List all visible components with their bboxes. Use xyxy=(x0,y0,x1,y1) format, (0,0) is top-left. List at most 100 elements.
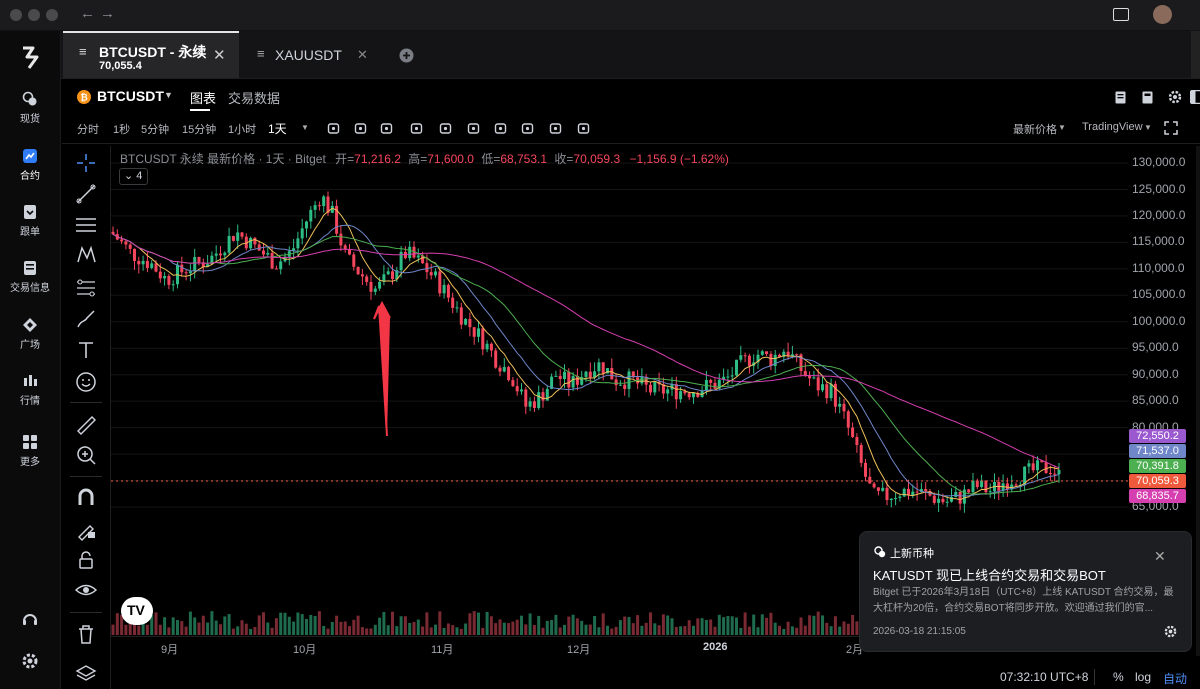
support-headset-icon[interactable] xyxy=(21,611,39,629)
gear-icon[interactable] xyxy=(1168,90,1182,104)
parallel-lines-icon[interactable] xyxy=(75,214,97,236)
sidebar-item-futures[interactable]: 合约 xyxy=(0,148,60,182)
indicator-toggle[interactable]: ⌄ 4 xyxy=(119,168,148,185)
volume-bar xyxy=(472,611,476,635)
fullscreen-icon[interactable] xyxy=(1164,121,1178,135)
chevron-down-icon[interactable]: ▼ xyxy=(164,90,173,100)
sidebar-item-trade-info[interactable]: 交易信息 xyxy=(0,260,60,294)
sidebar-item-spot[interactable]: 现货 xyxy=(0,91,60,125)
tabbar-scrollbar[interactable] xyxy=(1191,31,1200,78)
symbol-selector[interactable]: BTCUSDT xyxy=(97,88,164,104)
tab-trade-data[interactable]: 交易数据 xyxy=(228,91,281,106)
zoom-in-icon[interactable] xyxy=(75,444,97,466)
tradingview-logo-icon[interactable]: TV xyxy=(121,597,153,625)
lock-drawing-icon[interactable] xyxy=(75,519,97,541)
close-window-icon[interactable] xyxy=(10,9,22,21)
candle xyxy=(356,266,360,275)
indicator-icon[interactable] xyxy=(380,122,393,135)
sidebar-item-square[interactable]: 广场 xyxy=(0,317,60,351)
replay-icon[interactable] xyxy=(577,122,590,135)
add-icon[interactable] xyxy=(521,122,534,135)
timeframe-1d[interactable]: 1天 xyxy=(268,122,287,136)
candle xyxy=(468,318,472,328)
price-axis[interactable]: 130,000.0 125,000.0 120,000.0 115,000.0 110,… xyxy=(1128,146,1188,636)
close-notification-icon[interactable]: ✕ xyxy=(1154,548,1166,564)
timeframe-5m[interactable]: 5分钟 xyxy=(141,124,170,136)
sidebar-item-market[interactable]: 行情 xyxy=(0,373,60,407)
calendar-icon[interactable] xyxy=(494,122,507,135)
settings-icon[interactable] xyxy=(549,122,562,135)
candle xyxy=(1053,473,1057,475)
candle xyxy=(653,381,657,393)
timeframe-1h[interactable]: 1小时 xyxy=(228,124,257,136)
volume-bar xyxy=(575,618,579,635)
prediction-icon[interactable] xyxy=(75,277,97,299)
zoom-window-icon[interactable] xyxy=(46,9,58,21)
calculator-icon[interactable] xyxy=(1142,91,1153,104)
trash-icon[interactable] xyxy=(75,623,97,645)
candle xyxy=(133,248,136,261)
candle xyxy=(967,489,971,493)
volume-bar xyxy=(747,626,751,635)
emoji-icon[interactable] xyxy=(75,371,97,393)
layers-icon[interactable] xyxy=(75,663,97,685)
price-tag: 71,537.0 xyxy=(1129,444,1186,458)
timeframe-dropdown-icon[interactable]: ▼ xyxy=(301,123,309,132)
candle xyxy=(395,270,399,279)
bitget-logo-icon[interactable] xyxy=(17,45,43,71)
sidebar-item-copy-trade[interactable]: 跟单 xyxy=(0,204,60,238)
ruler-icon[interactable] xyxy=(75,414,97,436)
chevron-down-icon[interactable]: ▼ xyxy=(1144,123,1152,132)
sidebar-item-more[interactable]: 更多 xyxy=(0,434,60,468)
lock-icon[interactable] xyxy=(75,549,97,571)
bars-icon[interactable] xyxy=(327,122,340,135)
price-type-selector[interactable]: 最新价格 xyxy=(1013,124,1057,136)
magnet-icon[interactable] xyxy=(75,486,97,508)
camera-icon[interactable] xyxy=(410,122,423,135)
layout-icon[interactable] xyxy=(1190,90,1200,104)
wallet-icon[interactable] xyxy=(1113,8,1129,21)
alarm-icon[interactable] xyxy=(439,122,452,135)
back-arrow-icon[interactable]: ← xyxy=(80,5,95,22)
moving-average-line xyxy=(112,233,1060,495)
notification-card[interactable]: 上新币种 ✕ KATUSDT 现已上线合约交易和交易BOT Bitget 已于2… xyxy=(859,531,1192,652)
eye-icon[interactable] xyxy=(75,579,97,601)
price-chart[interactable] xyxy=(111,146,1128,636)
candle xyxy=(399,251,403,271)
timeframe-1s[interactable]: 1秒 xyxy=(113,124,131,136)
timeframe-15m[interactable]: 15分钟 xyxy=(182,124,217,136)
minimize-window-icon[interactable] xyxy=(28,9,40,21)
brush-icon[interactable] xyxy=(75,308,97,330)
text-tool-icon[interactable] xyxy=(75,339,97,361)
gear-icon[interactable] xyxy=(1164,625,1177,638)
candles-icon[interactable] xyxy=(354,122,367,135)
settings-gear-icon[interactable] xyxy=(21,652,39,670)
volume-bar xyxy=(644,622,648,635)
add-tab-icon[interactable] xyxy=(399,48,414,63)
candle xyxy=(326,196,330,213)
log-scale-toggle[interactable]: log xyxy=(1135,670,1152,684)
volume-bar xyxy=(425,612,429,635)
candle xyxy=(601,362,605,374)
tab-xautusdt[interactable]: ≡ XAUUSDT ✕ xyxy=(249,31,379,78)
percent-scale-toggle[interactable]: % xyxy=(1113,670,1124,684)
timeframe-tick[interactable]: 分时 xyxy=(77,124,99,136)
candle xyxy=(193,257,197,272)
chart-engine-selector[interactable]: TradingView xyxy=(1082,121,1143,133)
document-icon[interactable] xyxy=(1115,91,1126,104)
chevron-down-icon[interactable]: ▼ xyxy=(1058,123,1066,132)
vertical-scrollbar[interactable] xyxy=(1196,146,1200,656)
avatar[interactable] xyxy=(1153,5,1172,24)
clock[interactable]: 07:32:10 UTC+8 xyxy=(1000,670,1089,684)
tab-btcusdt[interactable]: ≡ BTCUSDT - 永续 70,055.4 ✕ xyxy=(63,31,239,78)
trend-line-icon[interactable] xyxy=(75,183,97,205)
tab-chart[interactable]: 图表 xyxy=(190,91,217,106)
pattern-icon[interactable] xyxy=(75,244,97,266)
close-tab-icon[interactable]: ✕ xyxy=(357,47,368,62)
close-tab-icon[interactable]: ✕ xyxy=(213,47,226,64)
undo-icon[interactable] xyxy=(467,122,480,135)
auto-scale-toggle[interactable]: 自动 xyxy=(1163,672,1188,686)
crosshair-icon[interactable] xyxy=(75,152,97,174)
forward-arrow-icon[interactable]: → xyxy=(100,5,115,22)
volume-bar xyxy=(158,624,162,635)
